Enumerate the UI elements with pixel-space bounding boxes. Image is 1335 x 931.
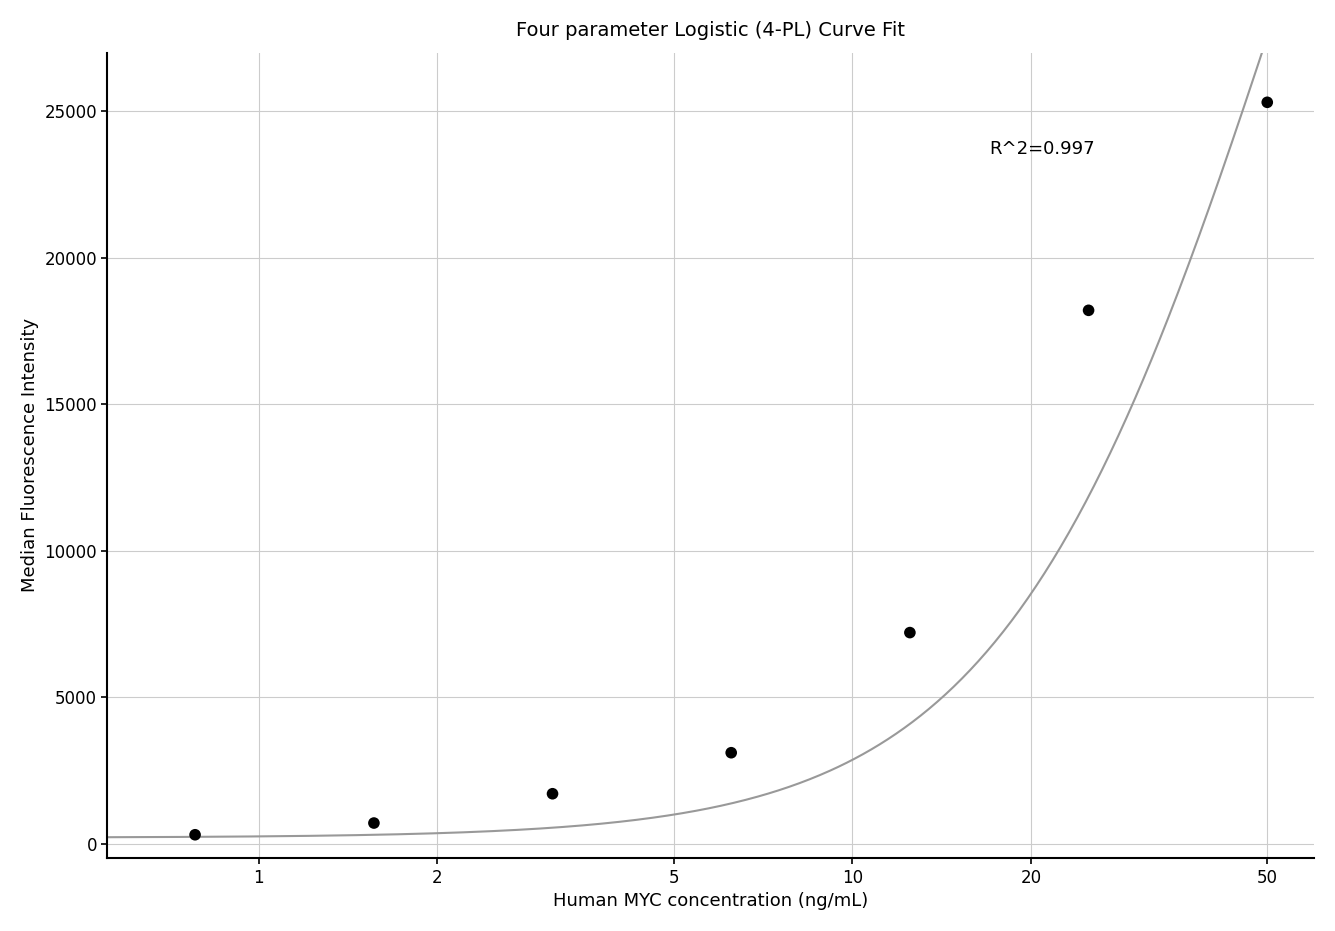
Point [1256,95,1278,110]
Y-axis label: Median Fluorescence Intensity: Median Fluorescence Intensity [21,318,39,592]
Point [363,816,384,830]
X-axis label: Human MYC concentration (ng/mL): Human MYC concentration (ng/mL) [553,892,869,911]
Text: R^2=0.997: R^2=0.997 [989,141,1095,158]
Point [1077,303,1099,317]
Point [721,746,742,761]
Point [184,828,206,843]
Point [542,787,563,802]
Point [900,625,921,640]
Title: Four parameter Logistic (4-PL) Curve Fit: Four parameter Logistic (4-PL) Curve Fit [517,20,905,40]
